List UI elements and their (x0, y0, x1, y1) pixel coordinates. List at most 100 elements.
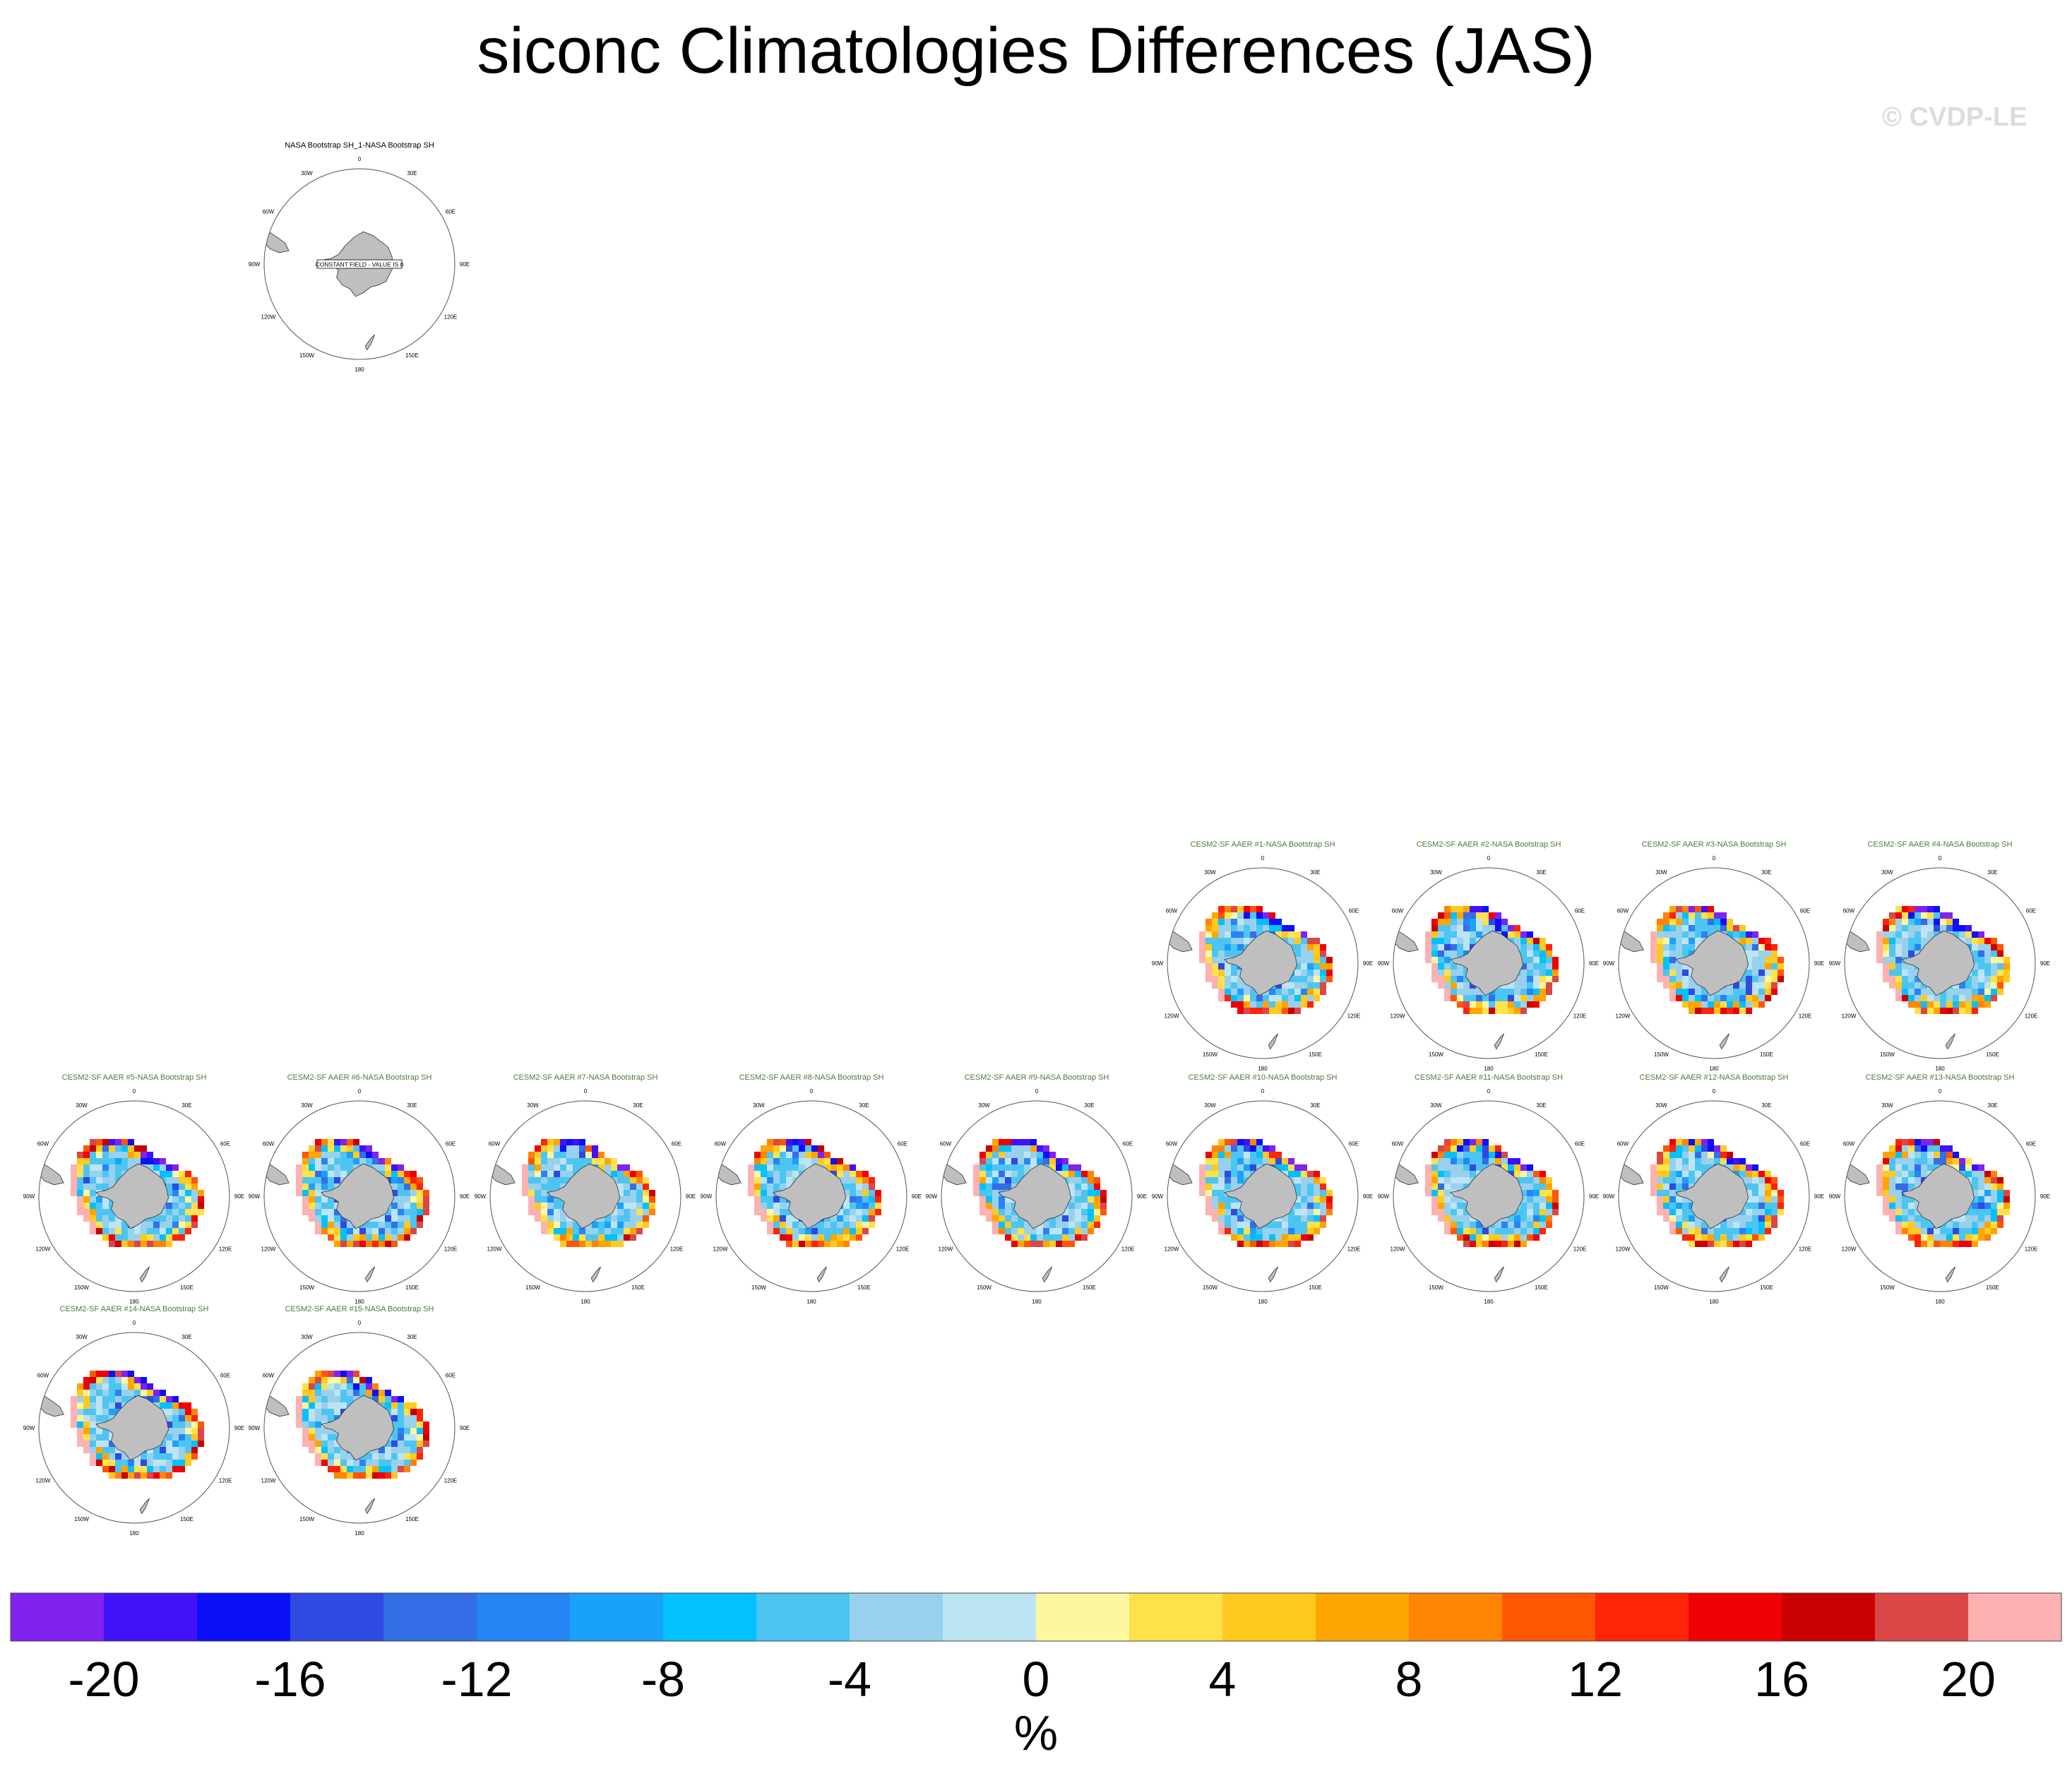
ice-cell (624, 1196, 630, 1203)
ice-cell (843, 1177, 850, 1183)
ice-cell (109, 1441, 115, 1447)
ice-cell (1056, 1215, 1062, 1222)
ice-cell (1005, 1171, 1011, 1177)
ice-cell (1212, 919, 1218, 925)
ice-cell (1275, 925, 1282, 931)
longitude-label: 60W (1166, 1141, 1178, 1147)
ice-cell (1256, 1164, 1263, 1171)
ice-cell (1320, 1203, 1326, 1209)
ice-cell (862, 1171, 869, 1177)
ice-cell (1746, 957, 1752, 963)
longitude-label: 120E (1799, 1013, 1812, 1020)
ice-cell (172, 1222, 179, 1228)
ice-cell (1489, 912, 1495, 919)
ice-cell (818, 1145, 824, 1152)
ice-cell (1733, 1215, 1739, 1222)
ice-cell (992, 1209, 999, 1215)
ice-cell (1037, 1241, 1043, 1247)
ice-cell (1288, 1158, 1294, 1164)
ice-cell (1915, 1139, 1921, 1145)
ice-cell (1965, 1008, 1972, 1014)
ice-cell (1431, 925, 1438, 931)
ice-cell (554, 1177, 560, 1183)
ice-cell (1288, 976, 1294, 982)
ice-cell (1540, 976, 1546, 982)
ice-cell (1081, 1203, 1088, 1209)
ice-cell (780, 1209, 786, 1215)
ice-cell (1463, 1171, 1470, 1177)
ice-cell (1005, 1203, 1011, 1209)
longitude-label: 0 (1713, 1088, 1716, 1095)
ice-cell (1720, 1158, 1727, 1164)
longitude-label: 60E (1123, 1141, 1133, 1147)
ice-cell (315, 1415, 321, 1421)
ice-cell (643, 1183, 649, 1190)
ice-cell (1212, 931, 1218, 938)
longitude-label: 120E (1573, 1013, 1587, 1020)
ice-cell (1946, 1145, 1953, 1152)
ice-cell (1225, 925, 1231, 931)
ice-cell (391, 1460, 398, 1466)
ice-cell (1533, 1196, 1540, 1203)
ice-cell (102, 1434, 109, 1441)
ice-cell (1301, 1183, 1307, 1190)
ice-cell (811, 1228, 818, 1234)
ice-cell (1921, 912, 1927, 919)
map-outline (489, 1100, 681, 1292)
ice-cell (121, 1234, 128, 1241)
ice-cell (1307, 938, 1314, 944)
ice-cell (1212, 944, 1218, 950)
ice-cell (90, 1396, 96, 1402)
ice-cell (340, 1472, 347, 1479)
ice-cell (1940, 1158, 1946, 1164)
ice-cell (1244, 1001, 1250, 1008)
ice-cell (856, 1203, 862, 1209)
ice-cell (404, 1428, 410, 1434)
ice-cell (160, 1447, 166, 1453)
ice-cell (172, 1209, 179, 1215)
ice-cell (366, 1234, 372, 1241)
ice-cell (1915, 912, 1921, 919)
ice-cell (1682, 931, 1689, 938)
ice-cell (773, 1196, 780, 1203)
ice-cell (1444, 944, 1451, 950)
ice-cell (1889, 1171, 1895, 1177)
ice-cell (767, 1228, 773, 1234)
ice-cell (761, 1158, 767, 1164)
ice-cell (1682, 919, 1689, 925)
ice-cell (1902, 925, 1908, 931)
ice-cell (999, 1222, 1005, 1228)
ice-cell (1244, 1215, 1250, 1222)
ice-cell (309, 1209, 315, 1215)
ice-cell (410, 1215, 417, 1222)
ice-cell (1552, 1196, 1559, 1203)
ice-cell (786, 1241, 792, 1247)
ice-cell (160, 1241, 166, 1247)
ice-cell (1237, 1152, 1244, 1158)
ice-cell (1514, 1215, 1520, 1222)
ice-cell (1883, 938, 1889, 944)
ice-cell (1275, 1215, 1282, 1222)
ice-cell (121, 1139, 128, 1145)
ice-cell (391, 1421, 398, 1428)
ice-cell (1463, 1234, 1470, 1241)
ice-cell (1275, 1241, 1282, 1247)
map-outline (1167, 867, 1359, 1059)
ice-cell (1669, 1152, 1676, 1158)
ice-cell (1431, 1196, 1438, 1203)
ice-cell (1650, 1164, 1657, 1171)
ice-cell (1669, 1177, 1676, 1183)
ice-cell (1326, 957, 1333, 963)
ice-cell (1269, 912, 1275, 919)
ice-cell (1695, 912, 1701, 919)
ice-cell (1902, 1139, 1908, 1145)
ice-cell (1326, 970, 1333, 976)
ice-cell (1915, 1145, 1921, 1152)
ice-cell (1024, 1139, 1030, 1145)
ice-cell (1714, 925, 1720, 931)
ice-cell (1288, 1215, 1294, 1222)
ice-cell (1953, 1158, 1959, 1164)
longitude-label: 120W (36, 1246, 51, 1253)
ice-cell (1889, 925, 1895, 931)
ice-cell (1514, 1241, 1520, 1247)
